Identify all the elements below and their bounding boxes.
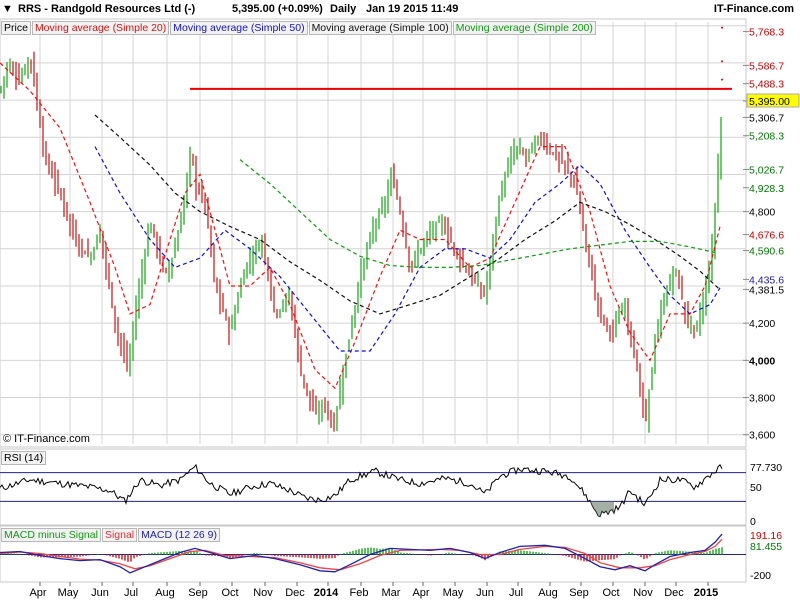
x-axis-label: Sep [188,587,208,599]
moving-average-line [239,159,716,268]
symbol-title: RRS - Randgold Resources Ltd (-) [18,3,196,15]
x-axis-label: May [443,587,464,599]
x-axis-label: 2015 [694,587,718,599]
price-axis-label: 5,395.00 [749,96,790,108]
price-axis-label: 4,200 [749,318,775,330]
current-price-badge [746,93,800,108]
price-axis-label: 3,600 [749,430,775,442]
macd-signal-line [0,538,723,571]
x-axis-label: 2014 [314,587,339,599]
price-axis-label: 5,208.3 [749,131,784,143]
x-axis-label: Nov [253,587,273,599]
x-axis-label: Jul [124,587,138,599]
price-axis-label: 4,000 [749,355,775,367]
x-axis-label: Sep [569,587,589,599]
price-axis-label: 4,381.5 [749,284,784,296]
macd-line [0,533,723,574]
x-axis-label: Aug [155,587,175,599]
x-axis: Apr May Jun Jul Aug Sep Oct Nov Dec 2014 Feb Mar Apr… [29,582,718,599]
price-axis-label: 5,306.7 [749,112,784,124]
x-axis-label: Apr [29,587,46,599]
rsi-title[interactable]: RSI (14) [1,451,47,465]
rsi-series [0,463,723,518]
price-axis-label: 5,586.7 [749,60,784,72]
price-axis-label: 3,800 [749,393,775,405]
projection-marker [721,26,723,29]
price-axis-label: 5,488.3 [749,79,784,91]
macd-signal-legend[interactable]: Signal [101,528,138,542]
x-axis-label: Nov [633,587,653,599]
price-axis-label: 5,026.7 [749,164,784,176]
x-axis-label: Aug [538,587,558,599]
rsi-legend: RSI (14) [1,451,47,465]
projection-marker [721,78,723,81]
x-axis-label: May [58,587,79,599]
rsi-oversold-fill [588,501,614,517]
x-axis-label: Dec [664,587,684,599]
x-axis-label: Jul [509,587,523,599]
macd-axis-label: 81.455 [750,541,782,553]
x-axis-label: Jun [91,587,109,599]
timestamp: Jan 19 2015 11:49 [366,3,459,15]
period-label: Daily [330,3,357,15]
rsi-axis-label: 77.730 [750,462,782,474]
indicator-legend: Price Moving average (Simple 20) Moving … [1,21,597,35]
macd-legend: MACD minus Signal Signal MACD (12 26 9) [1,528,221,542]
price-axis-label: 5,768.3 [749,27,784,39]
macd-axis-label: -200 [750,570,771,582]
rsi-pane[interactable] [0,448,747,526]
projection-marker [721,60,723,63]
rsi-axis-label: 0 [750,516,756,528]
x-axis-label: Dec [285,587,305,599]
x-axis-label: Apr [412,587,429,599]
macd-hist-legend[interactable]: MACD minus Signal [1,528,101,542]
legend-ma100[interactable]: Moving average (Simple 100) [308,21,452,35]
quote-change: 5,395.00 (+0.09%) [232,3,323,15]
legend-ma20[interactable]: Moving average (Simple 20) [31,21,170,35]
legend-ma50[interactable]: Moving average (Simple 50) [170,21,308,35]
price-axis-label: 4,928.3 [749,183,784,195]
macd-line-legend[interactable]: MACD (12 26 9) [138,528,221,542]
price-axis-label: 4,800 [749,207,775,219]
rsi-line [0,463,723,518]
brand-link[interactable]: IT-Finance.com [713,3,794,15]
collapse-arrow-icon[interactable]: ▼ [2,3,13,15]
x-axis-label: Mar [382,587,401,599]
price-axis-label: 4,590.6 [749,246,784,258]
x-axis-label: Oct [602,587,619,599]
legend-ma200[interactable]: Moving average (Simple 200) [452,21,596,35]
moving-average-line [0,62,721,390]
x-axis-label: Oct [221,587,238,599]
watermark: © IT-Finance.com [3,433,90,445]
moving-average-line [94,146,721,352]
rsi-axis-label: 50 [750,482,762,494]
x-axis-label: Jun [476,587,494,599]
price-axis-label: 4,435.6 [749,274,784,286]
legend-price[interactable]: Price [1,21,31,35]
macd-series [0,533,723,574]
price-axis-label: 4,676.6 [749,230,784,242]
x-axis-label: Feb [350,587,369,599]
macd-axis-label: 191.16 [750,530,782,542]
